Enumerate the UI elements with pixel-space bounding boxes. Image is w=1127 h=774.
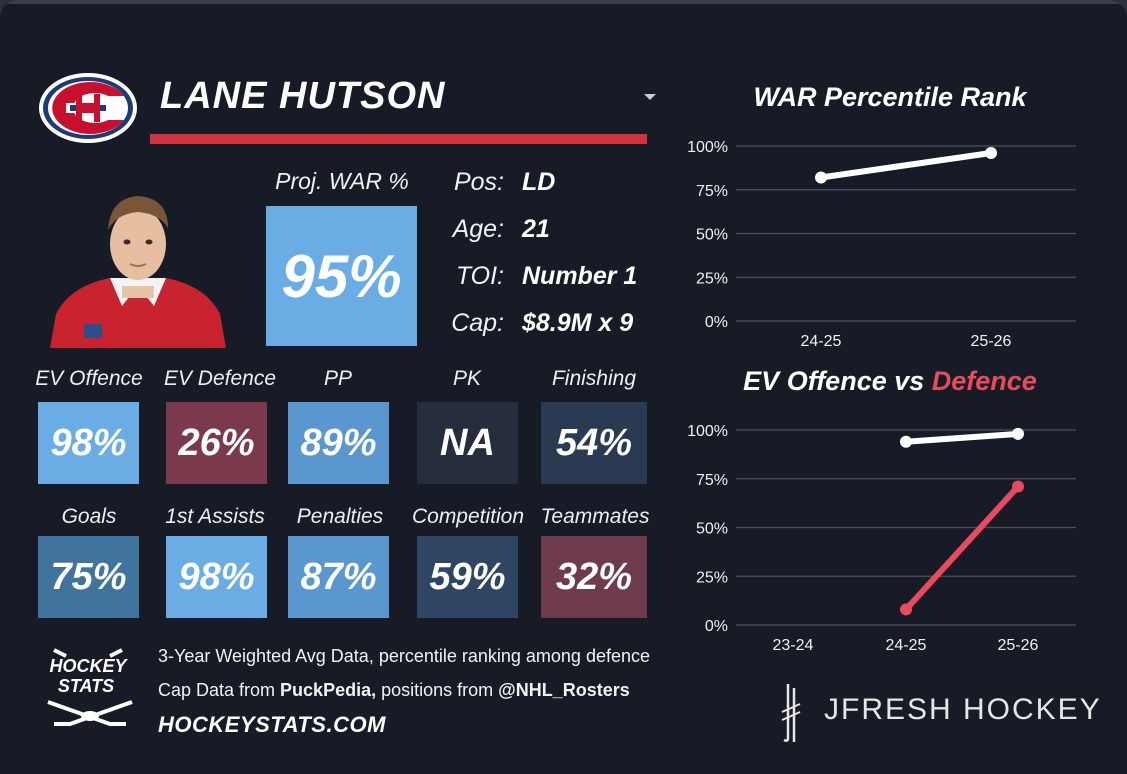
chart2-series-0-line xyxy=(903,430,1021,445)
pos-value: LD xyxy=(522,168,556,196)
brand-text: JFRESH HOCKEY xyxy=(824,693,1102,726)
toi-label: TOI: xyxy=(455,262,504,290)
toi-value: Number 1 xyxy=(522,262,638,290)
war-percentile-chart: 100% 75% 50% 25% 0% 24-25 25-26 xyxy=(687,139,1076,350)
chart1-title: WAR Percentile Rank xyxy=(753,82,1027,112)
player-name: LANE HUTSON xyxy=(160,75,446,117)
chart1-x-tick: 24-25 xyxy=(801,333,842,350)
proj-war-label: Proj. WAR % xyxy=(275,168,409,194)
chart1-y-tick: 25% xyxy=(696,270,728,287)
top-border xyxy=(0,0,1127,4)
stat-label: EV Defence xyxy=(163,367,277,390)
stat-label: Teammates xyxy=(540,505,650,528)
chart1-x-tick: 25-26 xyxy=(971,333,1012,350)
stat-box-pk: NA xyxy=(417,402,518,484)
stat-box-teammates: 32% xyxy=(541,536,647,618)
chart2-x-tick: 23-24 xyxy=(773,637,814,654)
chart2-y-tick: 100% xyxy=(687,423,728,440)
chart1-series-0-point xyxy=(985,147,997,159)
stat-label: PP xyxy=(323,367,352,390)
chart1-y-tick: 50% xyxy=(696,227,728,244)
chart2-x-tick: 25-26 xyxy=(998,637,1039,654)
pos-label: Pos: xyxy=(453,168,504,196)
age-label: Age: xyxy=(452,215,504,243)
chart2-y-tick: 75% xyxy=(696,472,728,489)
stat-box-1st-assists: 98% xyxy=(166,536,267,618)
chart2-y-tick: 0% xyxy=(705,618,728,635)
stat-label: Penalties xyxy=(296,505,384,528)
age-value: 21 xyxy=(522,215,550,243)
hockeystats-logo-text-2: STATS xyxy=(58,676,114,696)
puckpedia-link[interactable]: PuckPedia, xyxy=(280,680,377,700)
chart1-y-tick: 100% xyxy=(687,139,728,156)
hockeystats-link[interactable]: HOCKEYSTATS.COM xyxy=(158,712,386,737)
chart2-series-0-point xyxy=(1012,427,1024,440)
footer-sources-prefix: Cap Data from xyxy=(158,680,281,700)
name-underline xyxy=(150,134,647,144)
stat-label: Competition xyxy=(411,505,525,528)
canadiens-logo-icon xyxy=(39,73,137,143)
stat-label: EV Offence xyxy=(35,367,143,390)
cap-label: Cap: xyxy=(451,309,504,337)
stat-box-competition: 59% xyxy=(417,536,518,618)
stat-box-penalties: 87% xyxy=(288,536,389,618)
footer-sources-mid: positions from xyxy=(376,680,499,700)
chart2-title: EV Offence vs Defence xyxy=(690,366,1090,397)
player-photo xyxy=(50,196,226,348)
chart2-y-tick: 50% xyxy=(696,521,728,538)
chart1-y-tick: 75% xyxy=(696,183,728,200)
stat-label: PK xyxy=(452,367,481,390)
chevron-down-icon[interactable] xyxy=(644,94,656,100)
chart2-series-1-point xyxy=(1012,480,1024,493)
stat-box-pp: 89% xyxy=(288,402,389,484)
jfresh-logo-icon xyxy=(781,684,801,742)
hockeystats-logo-text-1: HOCKEY xyxy=(49,656,128,676)
stat-box-goals: 75% xyxy=(38,536,139,618)
footer-note: 3-Year Weighted Avg Data, percentile ran… xyxy=(158,646,650,666)
chart1-series-0-line xyxy=(818,150,994,181)
chart1-y-tick: 0% xyxy=(705,314,728,331)
stat-label: Goals xyxy=(61,505,117,528)
chart2-series-0-point xyxy=(900,435,912,448)
stat-box-ev-defence: 26% xyxy=(166,402,267,484)
stat-box-finishing: 54% xyxy=(541,402,647,484)
chart2-series-1-point xyxy=(900,603,912,616)
chart2-series-1-line xyxy=(903,483,1021,613)
proj-war-box: 95% xyxy=(266,206,417,346)
chart2-title-part1: EV Offence vs xyxy=(743,366,932,396)
stat-box-ev-offence: 98% xyxy=(38,402,139,484)
chart2-title-part2: Defence xyxy=(931,366,1037,396)
chart2-x-tick: 24-25 xyxy=(886,637,927,654)
stat-label: Finishing xyxy=(551,367,637,390)
hockeystats-logo-icon: HOCKEY STATS xyxy=(47,648,133,726)
stat-label: 1st Assists xyxy=(165,505,265,528)
chart1-series-0-point xyxy=(815,171,827,184)
footer-sources: Cap Data from PuckPedia, positions from … xyxy=(158,680,630,701)
chart2-y-tick: 25% xyxy=(696,569,728,586)
cap-value: $8.9M x 9 xyxy=(522,309,634,337)
nhl-rosters-link[interactable]: @NHL_Rosters xyxy=(498,680,630,700)
ev-offence-defence-chart: 100% 75% 50% 25% 0% 23-24 24-25 25-26 xyxy=(687,423,1076,654)
